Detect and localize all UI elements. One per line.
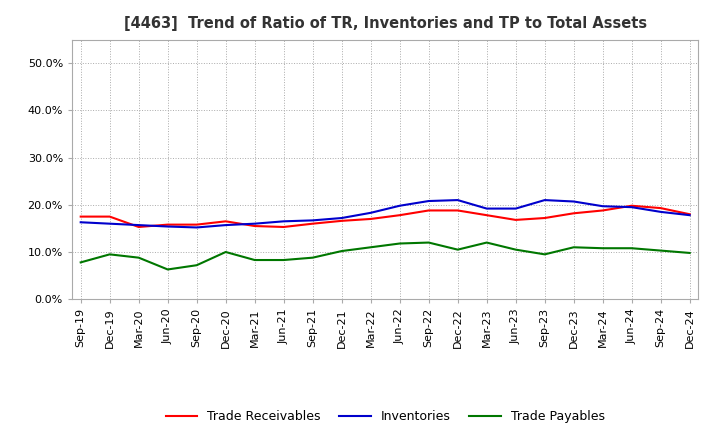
Inventories: [251, 221, 259, 226]
Trade Payables: [192, 263, 201, 268]
Inventories: [366, 210, 375, 216]
Inventories: [454, 198, 462, 203]
Trade Payables: [366, 245, 375, 250]
Trade Payables: [541, 252, 549, 257]
Trade Payables: [511, 247, 520, 252]
Inventories: [541, 198, 549, 203]
Trade Receivables: [541, 215, 549, 220]
Trade Receivables: [598, 208, 607, 213]
Trade Receivables: [366, 216, 375, 222]
Line: Inventories: Inventories: [81, 200, 690, 227]
Trade Receivables: [308, 221, 317, 226]
Inventories: [482, 206, 491, 211]
Inventories: [135, 223, 143, 228]
Inventories: [598, 204, 607, 209]
Trade Receivables: [627, 203, 636, 209]
Inventories: [685, 213, 694, 218]
Trade Receivables: [511, 217, 520, 223]
Trade Receivables: [570, 211, 578, 216]
Trade Receivables: [685, 212, 694, 217]
Inventories: [570, 199, 578, 204]
Trade Receivables: [454, 208, 462, 213]
Trade Payables: [570, 245, 578, 250]
Trade Receivables: [424, 208, 433, 213]
Trade Payables: [454, 247, 462, 252]
Trade Receivables: [105, 214, 114, 219]
Line: Trade Receivables: Trade Receivables: [81, 206, 690, 227]
Trade Receivables: [279, 224, 288, 230]
Trade Payables: [657, 248, 665, 253]
Trade Receivables: [163, 222, 172, 227]
Inventories: [308, 218, 317, 223]
Trade Payables: [338, 249, 346, 254]
Trade Payables: [395, 241, 404, 246]
Trade Payables: [685, 250, 694, 256]
Trade Receivables: [482, 213, 491, 218]
Trade Receivables: [76, 214, 85, 219]
Trade Receivables: [657, 205, 665, 211]
Inventories: [105, 221, 114, 226]
Inventories: [163, 224, 172, 229]
Inventories: [395, 203, 404, 209]
Trade Payables: [308, 255, 317, 260]
Inventories: [192, 225, 201, 230]
Inventories: [424, 198, 433, 204]
Trade Payables: [279, 257, 288, 263]
Inventories: [627, 205, 636, 210]
Inventories: [221, 223, 230, 228]
Trade Receivables: [135, 224, 143, 230]
Trade Payables: [251, 257, 259, 263]
Legend: Trade Receivables, Inventories, Trade Payables: Trade Receivables, Inventories, Trade Pa…: [161, 405, 610, 428]
Trade Payables: [221, 249, 230, 255]
Trade Receivables: [192, 222, 201, 227]
Inventories: [76, 220, 85, 225]
Inventories: [279, 219, 288, 224]
Inventories: [338, 215, 346, 220]
Line: Trade Payables: Trade Payables: [81, 242, 690, 269]
Trade Payables: [424, 240, 433, 245]
Inventories: [511, 206, 520, 211]
Trade Payables: [482, 240, 491, 245]
Trade Receivables: [395, 213, 404, 218]
Inventories: [657, 209, 665, 215]
Title: [4463]  Trend of Ratio of TR, Inventories and TP to Total Assets: [4463] Trend of Ratio of TR, Inventories…: [124, 16, 647, 32]
Trade Payables: [105, 252, 114, 257]
Trade Payables: [598, 246, 607, 251]
Trade Payables: [76, 260, 85, 265]
Trade Receivables: [251, 224, 259, 229]
Trade Payables: [627, 246, 636, 251]
Trade Receivables: [221, 219, 230, 224]
Trade Payables: [135, 255, 143, 260]
Trade Payables: [163, 267, 172, 272]
Trade Receivables: [338, 218, 346, 224]
